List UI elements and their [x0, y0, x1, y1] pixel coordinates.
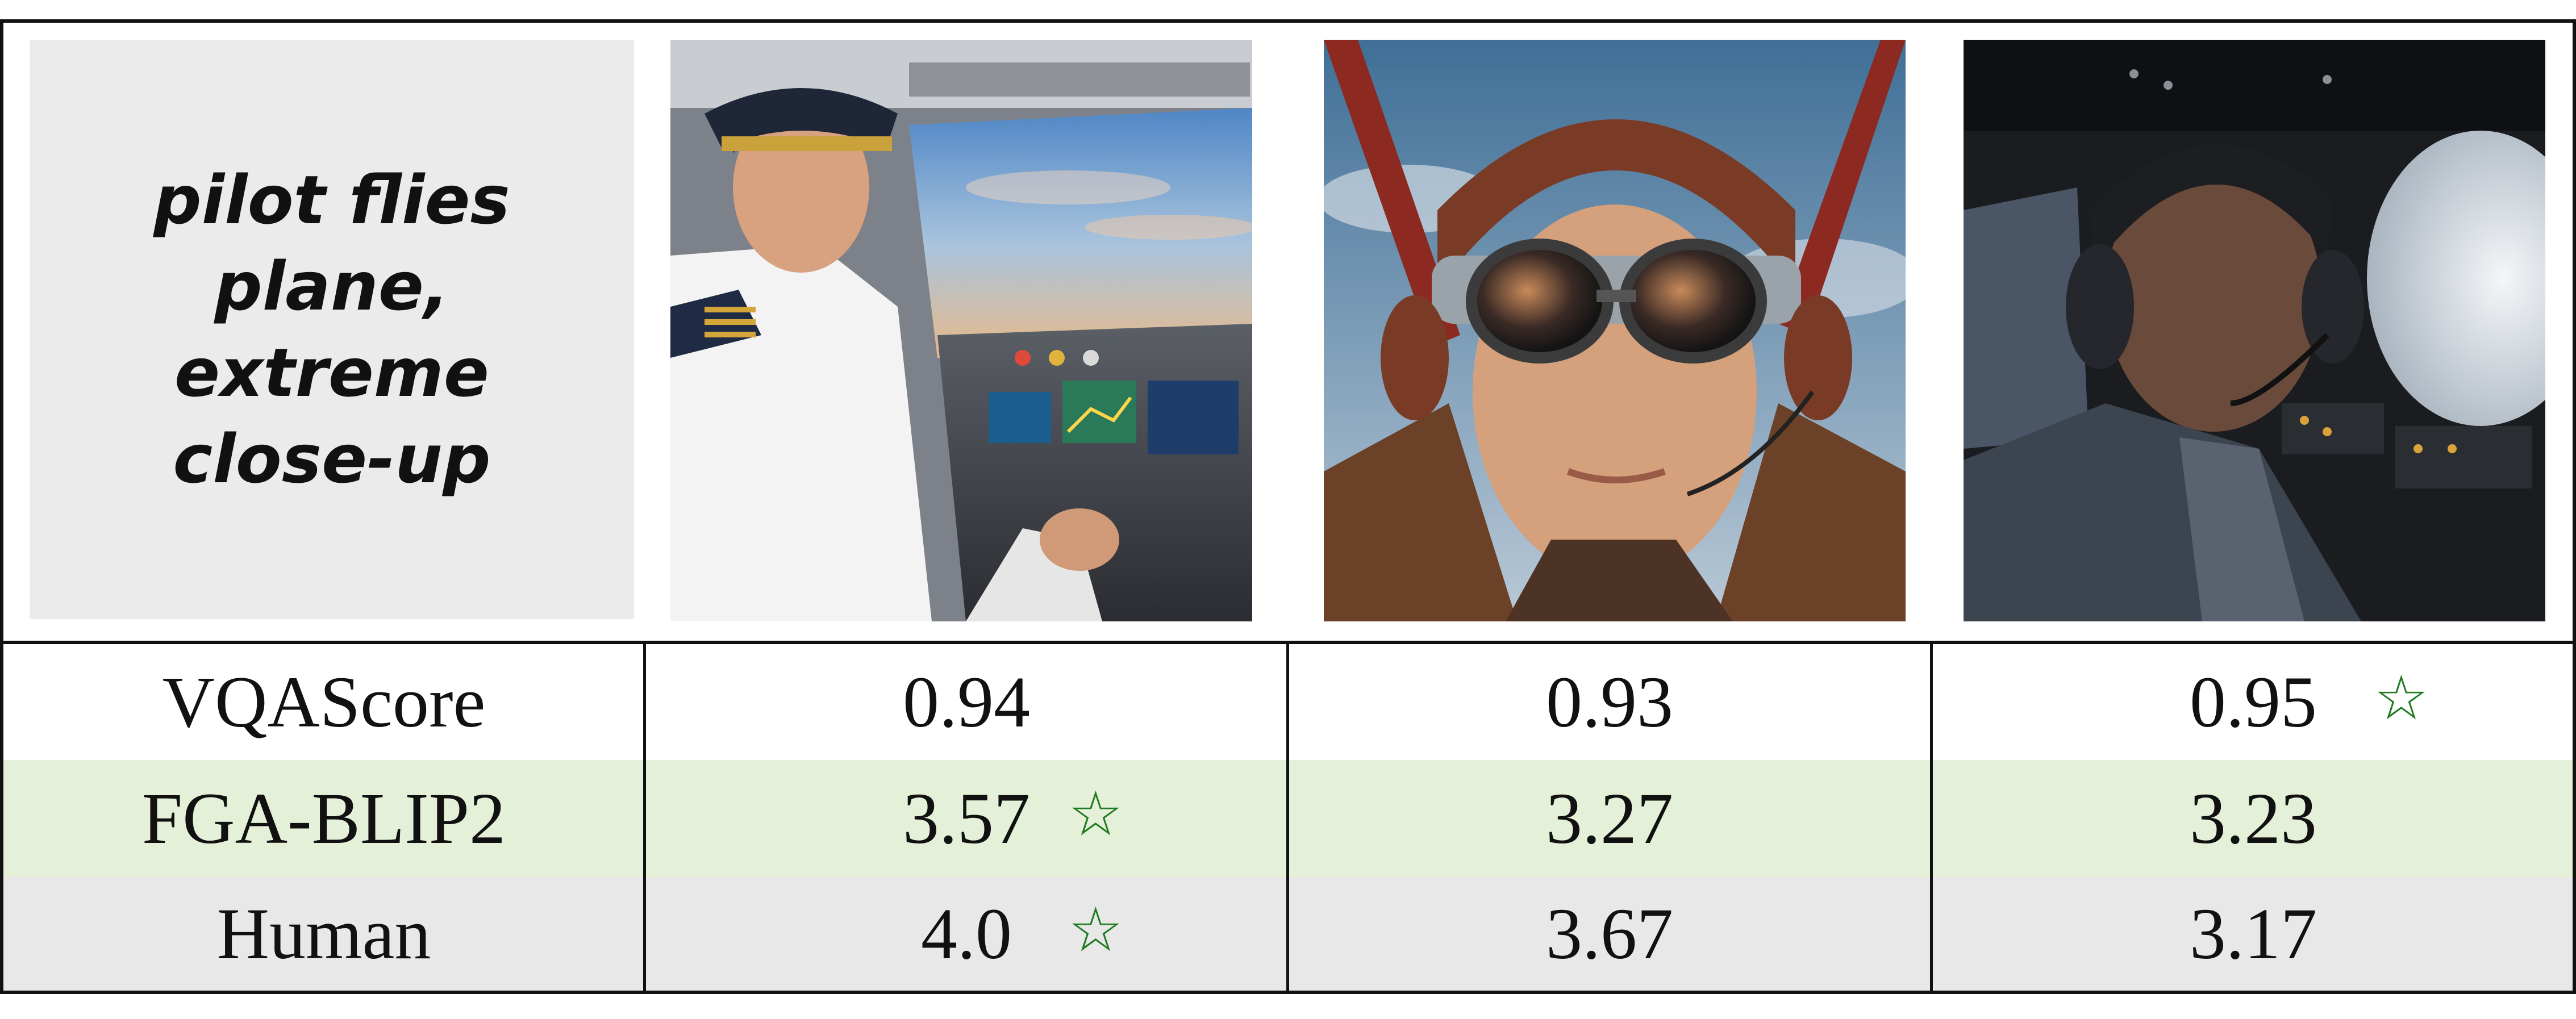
vqascore-value-3: 0.95: [2190, 661, 2317, 742]
row-label-fga-blip2: FGA-BLIP2: [141, 778, 506, 859]
fga-blip2-value-3: 3.23: [2190, 778, 2317, 859]
fga-blip2-value-2: 3.27: [1546, 778, 1673, 859]
aviator-goggles-photo-icon: [1324, 40, 1906, 621]
fga-blip2-value-1: 3.57: [903, 778, 1030, 859]
column-separator: [1930, 641, 1933, 994]
human-value-1: 4.0: [921, 893, 1012, 974]
image-pilot-cockpit: [670, 40, 1252, 621]
prompt-cell: pilot flies plane, extreme close-up: [30, 40, 634, 619]
human-value-2: 3.67: [1546, 893, 1673, 974]
best-star-icon: ☆: [1068, 779, 1123, 850]
pilot-cockpit-photo-icon: [670, 40, 1252, 621]
column-separator: [643, 641, 646, 994]
row-label-vqascore: VQAScore: [162, 661, 486, 742]
best-star-icon: ☆: [2374, 663, 2429, 734]
column-separator: [1286, 641, 1289, 994]
dark-cockpit-photo-icon: [1964, 40, 2545, 621]
vqascore-value-1: 0.94: [903, 661, 1030, 742]
vqascore-value-2: 0.93: [1546, 661, 1673, 742]
prompt-text: pilot flies plane, extreme close-up: [153, 161, 510, 498]
row-label-human: Human: [216, 893, 431, 974]
image-aviator-goggles: [1324, 40, 1906, 621]
image-dark-cockpit: [1964, 40, 2545, 621]
best-star-icon: ☆: [1068, 895, 1123, 966]
human-value-3: 3.17: [2190, 893, 2317, 974]
